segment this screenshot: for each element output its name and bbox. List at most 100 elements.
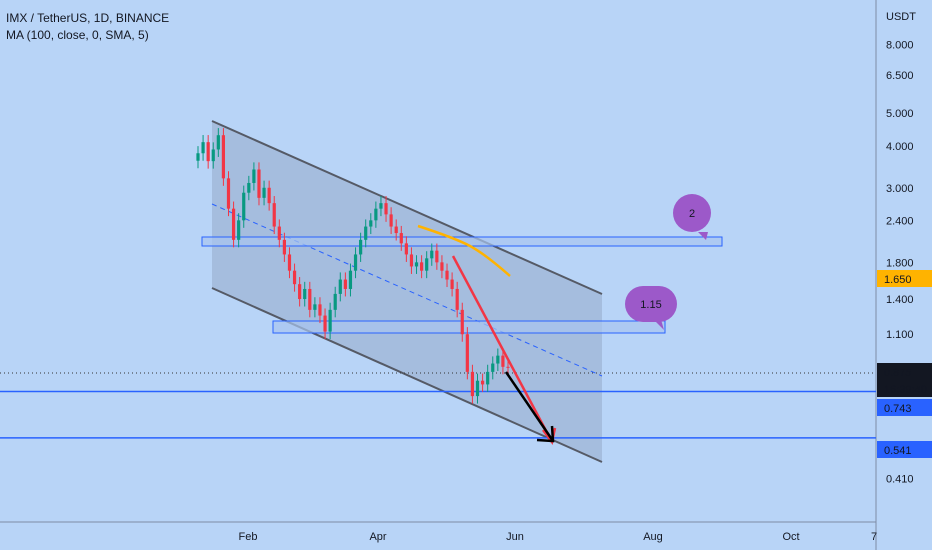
candle-body bbox=[480, 380, 485, 385]
candle-body bbox=[394, 226, 398, 234]
candle-body bbox=[343, 279, 347, 289]
symbol-title: IMX / TetherUS, 1D, BINANCE bbox=[6, 11, 170, 25]
price-label-line: 0.743 bbox=[877, 399, 932, 416]
price-label-last: 0.875 bbox=[877, 363, 932, 380]
chart-legend: IMX / TetherUS, 1D, BINANCE MA (100, clo… bbox=[6, 10, 169, 44]
candle-body bbox=[277, 226, 281, 240]
price-axis-unit: USDT bbox=[886, 11, 916, 23]
price-label-bg bbox=[877, 399, 932, 416]
candle-body bbox=[348, 270, 353, 289]
candle-body bbox=[303, 288, 307, 300]
price-label-text: 0.875 bbox=[884, 367, 912, 379]
candle-body bbox=[247, 182, 251, 193]
price-label-bg bbox=[877, 363, 932, 380]
candle-body bbox=[465, 334, 469, 372]
price-tick-label: 2.400 bbox=[886, 215, 914, 227]
candle-body bbox=[242, 192, 246, 221]
candle-body bbox=[491, 363, 495, 372]
candle-body bbox=[486, 371, 490, 385]
price-tick-label: 1.800 bbox=[886, 257, 914, 269]
bubble-label-1-15: 1.15 bbox=[640, 299, 661, 311]
price-label-text: 0.541 bbox=[884, 445, 912, 457]
candle-body bbox=[252, 169, 256, 183]
callout-bubble-1-15[interactable]: 1.15 bbox=[625, 286, 677, 330]
candle-body bbox=[455, 288, 459, 310]
channel-upper-line[interactable] bbox=[211, 120, 603, 295]
bubble-circle bbox=[673, 194, 711, 232]
candle-body bbox=[353, 254, 358, 271]
time-tick-label: Jun bbox=[506, 531, 524, 543]
candle-body bbox=[359, 239, 363, 255]
bubble-label-2: 2 bbox=[689, 208, 695, 220]
candle-body bbox=[206, 142, 210, 162]
time-tick-label: Feb bbox=[239, 531, 258, 543]
price-label-text: 1.650 bbox=[884, 274, 912, 286]
candle-body bbox=[333, 293, 337, 310]
candle-body bbox=[460, 309, 464, 335]
candle-body bbox=[292, 270, 297, 285]
candle-body bbox=[262, 187, 266, 198]
candle-body bbox=[435, 250, 439, 263]
time-tick-label: Apr bbox=[369, 531, 386, 543]
red-arrow-line bbox=[451, 255, 554, 443]
candle-body bbox=[211, 149, 215, 162]
candle-body bbox=[298, 284, 302, 300]
candle-body bbox=[450, 279, 454, 289]
price-tick-label: 4.000 bbox=[886, 141, 914, 153]
price-label-line: 0.541 bbox=[877, 441, 932, 458]
price-tick-label: 5.000 bbox=[886, 108, 914, 120]
price-tick-label: 1.400 bbox=[886, 294, 914, 306]
candle-body bbox=[221, 135, 226, 179]
bubble-tail bbox=[698, 232, 708, 240]
candle-body bbox=[445, 270, 449, 280]
candle-body bbox=[475, 380, 480, 397]
candle-body bbox=[501, 355, 505, 367]
price-tick-label: 0.410 bbox=[886, 473, 914, 485]
ma-line bbox=[417, 224, 511, 277]
candle-body bbox=[440, 262, 444, 271]
candle-body bbox=[237, 220, 241, 240]
candle-body bbox=[389, 214, 393, 227]
channel-midline bbox=[211, 203, 603, 377]
indicator-title: MA (100, close, 0, SMA, 5) bbox=[6, 28, 149, 42]
candle-body bbox=[216, 135, 220, 150]
price-label-bg bbox=[877, 380, 932, 397]
candle-body bbox=[328, 309, 332, 332]
candle-body bbox=[313, 304, 317, 310]
candle-body bbox=[420, 262, 424, 271]
support-zone-1-15[interactable] bbox=[272, 320, 666, 334]
candle-body bbox=[409, 254, 414, 267]
candle-body bbox=[374, 208, 378, 221]
candle-body bbox=[308, 288, 312, 310]
price-label-text: 16:39:40 bbox=[884, 384, 927, 396]
candle-body bbox=[379, 203, 383, 209]
bubble-shape bbox=[625, 286, 677, 322]
candle-body bbox=[323, 315, 327, 332]
candle-body bbox=[196, 153, 200, 161]
candle-body bbox=[399, 233, 403, 244]
candle-body bbox=[364, 226, 368, 240]
candle-body bbox=[470, 371, 475, 397]
candle-body bbox=[430, 250, 434, 259]
candle-body bbox=[369, 220, 373, 227]
price-label-bg bbox=[877, 270, 932, 287]
candle-body bbox=[226, 178, 231, 209]
black-arrow-head bbox=[536, 425, 555, 443]
candle-body bbox=[231, 208, 236, 240]
candle-body bbox=[318, 304, 322, 316]
price-tick-label: 6.500 bbox=[886, 70, 914, 82]
channel-lower-line[interactable] bbox=[211, 287, 603, 463]
candle-body bbox=[425, 258, 429, 271]
time-tick-label: 7 bbox=[871, 531, 877, 543]
price-label-text: 0.743 bbox=[884, 403, 912, 415]
candle-body bbox=[282, 239, 286, 255]
candle-body bbox=[267, 187, 271, 204]
candle-body bbox=[257, 169, 261, 198]
time-tick-label: Aug bbox=[643, 531, 663, 543]
candle-body bbox=[506, 366, 510, 368]
black-arrow-line bbox=[504, 371, 555, 442]
callout-bubble-2[interactable]: 2 bbox=[673, 194, 711, 240]
price-label-ma: 1.650 bbox=[877, 270, 932, 287]
